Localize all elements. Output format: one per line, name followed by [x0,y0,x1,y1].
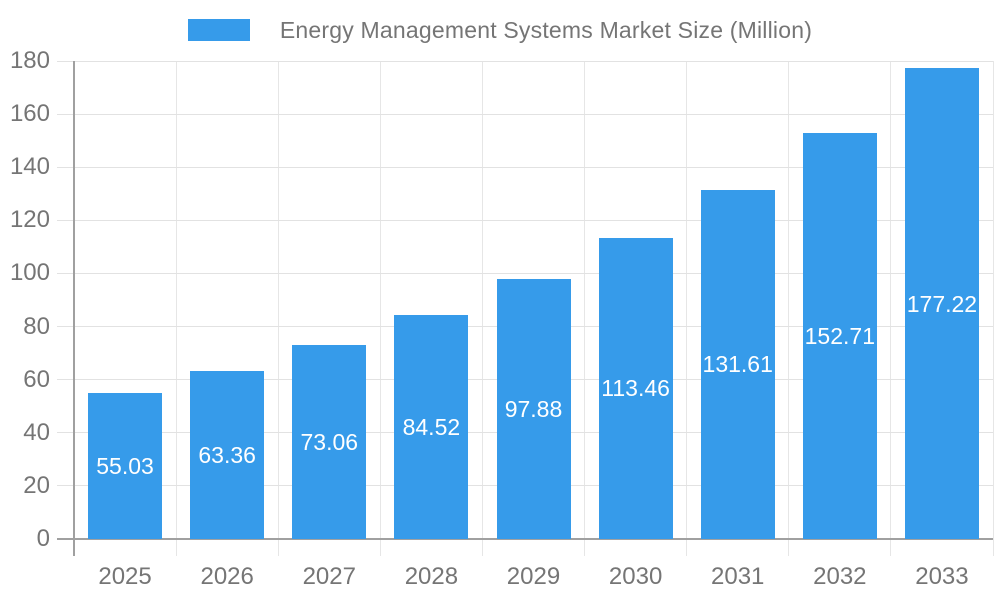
bar[interactable] [904,68,979,539]
legend-swatch-icon [187,19,250,41]
bar[interactable] [88,392,163,539]
x-tick-label: 2031 [711,563,765,590]
x-tick-label: 2029 [506,563,561,590]
x-axis-line [57,538,993,540]
x-tick-label: 2025 [98,563,152,590]
gridline-horizontal [57,272,993,274]
bar[interactable] [292,344,367,539]
gridline-horizontal [57,113,993,115]
gridline-horizontal [57,219,993,221]
legend-label: Energy Management Systems Market Size (M… [279,16,813,43]
y-tick-label: 60 [23,365,50,393]
bar[interactable] [802,133,877,539]
y-tick-label: 100 [9,259,50,287]
gridline-horizontal [57,166,993,168]
bar[interactable] [394,314,469,539]
gridline-horizontal [57,60,993,62]
y-tick-label: 160 [9,100,50,128]
y-tick-label: 40 [23,418,50,446]
gridline-vertical [175,61,177,556]
gridline-vertical [890,61,892,556]
bar[interactable] [700,189,775,539]
x-tick-label: 2033 [915,563,969,590]
legend-item[interactable]: Energy Management Systems Market Size (M… [0,14,1000,46]
y-tick-label: 20 [23,471,50,499]
x-tick-label: 2030 [608,563,663,590]
bar[interactable] [598,237,673,539]
y-tick-label: 140 [9,153,50,181]
gridline-vertical [379,61,381,556]
gridline-vertical [686,61,688,556]
gridline-vertical [788,61,790,556]
x-tick-label: 2032 [813,563,867,590]
gridline-vertical [277,61,279,556]
x-tick-label: 2028 [404,563,459,590]
y-tick-label: 180 [9,47,50,74]
gridline-vertical [584,61,586,556]
y-axis-line [73,61,75,556]
y-tick-label: 0 [36,525,50,552]
x-tick-label: 2027 [302,563,356,590]
y-tick-label: 80 [23,312,50,340]
bar[interactable] [190,370,265,539]
gridline-vertical [992,61,994,556]
bar[interactable] [496,279,571,539]
y-tick-label: 120 [9,206,50,234]
gridline-vertical [481,61,483,556]
x-tick-label: 2026 [200,563,254,590]
